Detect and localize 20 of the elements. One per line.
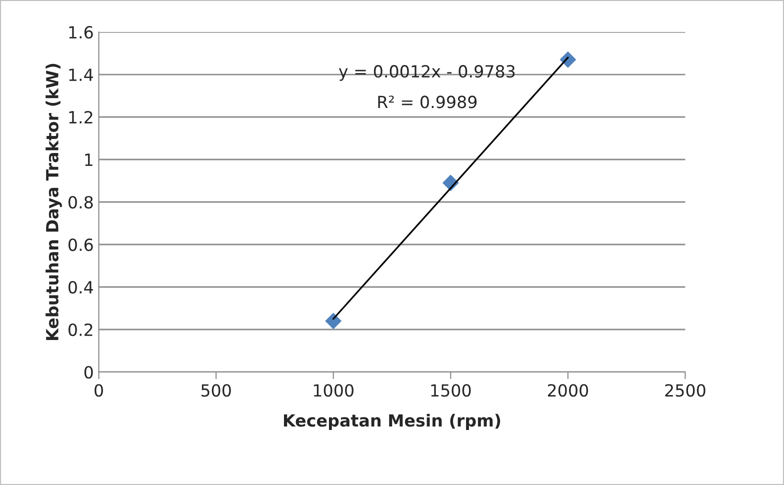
annotation: R² = 0.9989 xyxy=(378,96,477,108)
x-tick-label: 2000 xyxy=(548,384,588,397)
x-tick-label: 2500 xyxy=(665,384,706,397)
x-tick-label: 0 xyxy=(94,384,103,397)
y-axis-title: Kebutuhan Daya Traktor (kW) xyxy=(46,64,62,340)
annotation: y = 0.0012x - 0.9783 xyxy=(338,65,515,81)
y-tick-label: 1.2 xyxy=(69,110,92,124)
y-tick-label: 0.6 xyxy=(68,238,93,252)
point xyxy=(325,312,342,330)
x-tick-label: 1500 xyxy=(431,384,471,397)
y-tick-label: 1 xyxy=(85,154,92,166)
y-tick-label: 0 xyxy=(84,366,93,379)
y-tick-label: 1.6 xyxy=(69,26,93,39)
x-tick-label: 500 xyxy=(201,384,231,397)
y-tick-label: 1.4 xyxy=(69,68,93,81)
x-tick-label: 1000 xyxy=(314,384,354,397)
y-tick-label: 0.4 xyxy=(68,280,93,294)
y-tick-label: 0.2 xyxy=(68,323,92,336)
x-axis-title: Kecepatan Mesin (rpm) xyxy=(284,414,500,430)
y-tick-label: 0.8 xyxy=(68,196,93,209)
